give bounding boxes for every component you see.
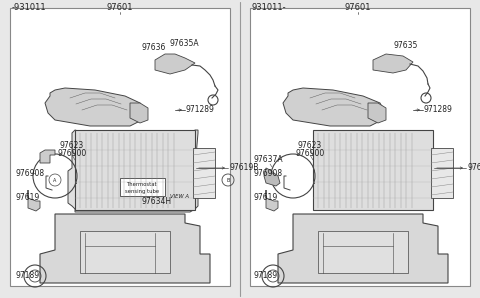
Bar	[313, 130, 433, 210]
Text: 976900: 976900	[58, 148, 87, 158]
Text: 97637A: 97637A	[253, 156, 283, 164]
Polygon shape	[278, 214, 448, 283]
Bar	[193, 148, 215, 198]
Bar	[75, 130, 195, 210]
Text: 97623: 97623	[298, 142, 322, 150]
Text: 97601: 97601	[345, 4, 371, 13]
Bar	[318, 231, 408, 273]
Text: 97619B: 97619B	[229, 164, 258, 173]
Text: 97623: 97623	[60, 142, 84, 150]
Text: 97601: 97601	[107, 4, 133, 13]
Polygon shape	[68, 130, 198, 212]
Polygon shape	[266, 190, 278, 211]
Polygon shape	[130, 103, 148, 123]
Text: 97635: 97635	[393, 41, 418, 50]
Text: 97634H: 97634H	[142, 198, 172, 207]
Polygon shape	[155, 54, 195, 74]
Text: 976908: 976908	[253, 168, 282, 178]
Text: B: B	[226, 178, 230, 182]
Bar	[250, 8, 470, 286]
Text: 97619: 97619	[253, 193, 277, 203]
Text: Thermostat: Thermostat	[127, 181, 157, 187]
Polygon shape	[40, 150, 55, 163]
Text: -931011: -931011	[12, 4, 47, 13]
Text: 97619B: 97619B	[467, 164, 480, 173]
Text: 931011-: 931011-	[252, 4, 287, 13]
Text: 976900: 976900	[296, 148, 325, 158]
Circle shape	[49, 174, 61, 186]
Bar	[80, 231, 170, 273]
Polygon shape	[40, 214, 210, 283]
Text: 97189: 97189	[253, 271, 277, 280]
Text: sensing tube: sensing tube	[125, 189, 159, 193]
Polygon shape	[28, 190, 40, 211]
Polygon shape	[283, 88, 385, 126]
Text: 97635A: 97635A	[169, 40, 199, 49]
Text: 97636: 97636	[142, 44, 167, 52]
Bar	[10, 8, 230, 286]
Text: VIEW A: VIEW A	[170, 195, 189, 199]
Text: 976908: 976908	[15, 168, 44, 178]
Polygon shape	[373, 54, 413, 73]
Text: 971289: 971289	[186, 105, 215, 114]
Polygon shape	[45, 88, 145, 126]
Text: 97619: 97619	[15, 193, 39, 203]
Polygon shape	[368, 103, 386, 123]
Text: 97189: 97189	[15, 271, 39, 280]
Text: 971289: 971289	[424, 105, 453, 114]
Bar	[431, 148, 453, 198]
Text: A: A	[53, 178, 57, 182]
Bar	[120, 178, 165, 196]
Polygon shape	[264, 168, 280, 186]
